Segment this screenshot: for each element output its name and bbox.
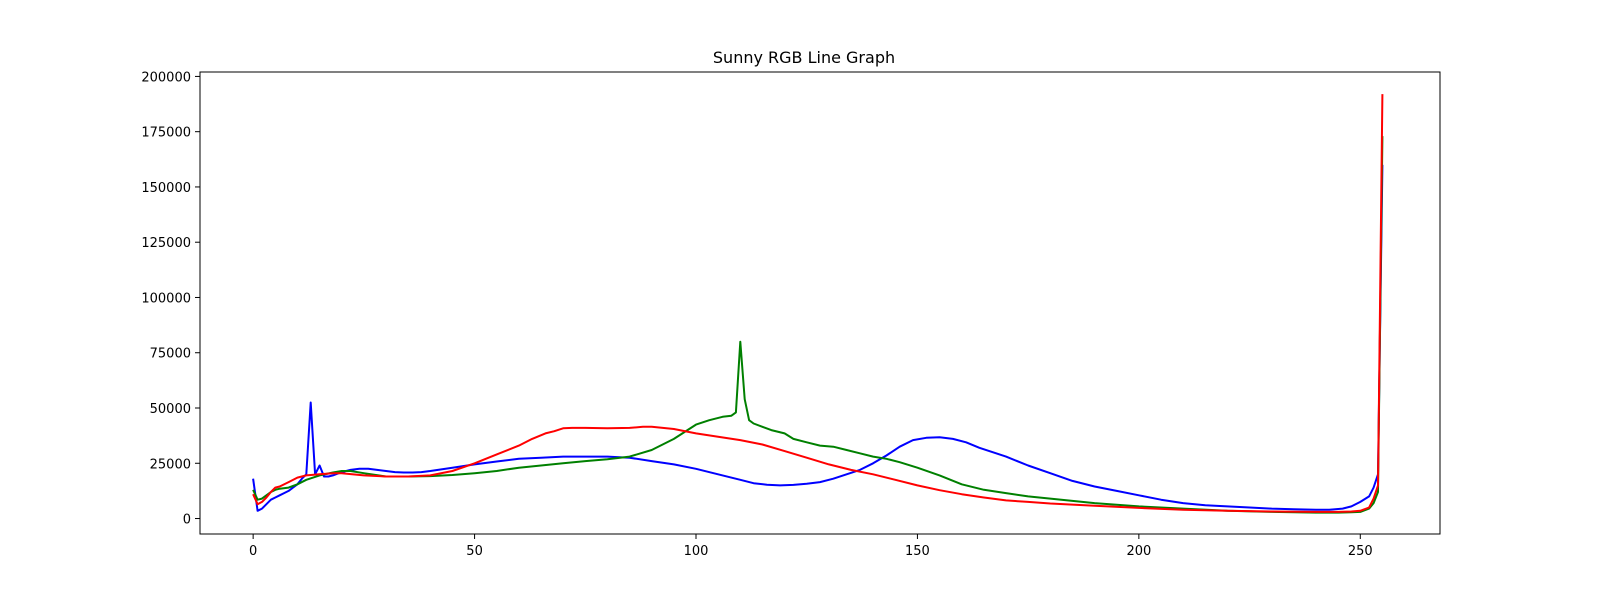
y-tick-label: 75000 bbox=[150, 347, 191, 362]
x-tick-label: 0 bbox=[249, 544, 257, 559]
y-tick-label: 0 bbox=[183, 513, 191, 528]
x-tick-label: 150 bbox=[905, 544, 930, 559]
x-tick-label: 100 bbox=[684, 544, 709, 559]
x-tick-label: 50 bbox=[466, 544, 483, 559]
red-channel-line bbox=[252, 94, 1384, 513]
y-tick-label: 200000 bbox=[141, 70, 191, 85]
y-tick-label: 50000 bbox=[150, 402, 191, 417]
y-tick-label: 125000 bbox=[141, 236, 191, 251]
x-tick-label: 250 bbox=[1348, 544, 1373, 559]
y-tick-label: 175000 bbox=[141, 126, 191, 141]
axes-layer: 0 50 100 150 200 250 0 25000 50000 75000 100000 125… bbox=[141, 70, 1441, 559]
y-tick-label: 100000 bbox=[141, 291, 191, 306]
y-tick-label: 150000 bbox=[141, 181, 191, 196]
plot-frame bbox=[199, 71, 1441, 535]
series-layer bbox=[252, 94, 1384, 514]
x-tick-label: 200 bbox=[1126, 544, 1151, 559]
y-tick-label: 25000 bbox=[150, 457, 191, 472]
blue-channel-line bbox=[252, 164, 1384, 512]
chart-title: Sunny RGB Line Graph bbox=[713, 48, 895, 67]
green-channel-line bbox=[252, 136, 1384, 514]
